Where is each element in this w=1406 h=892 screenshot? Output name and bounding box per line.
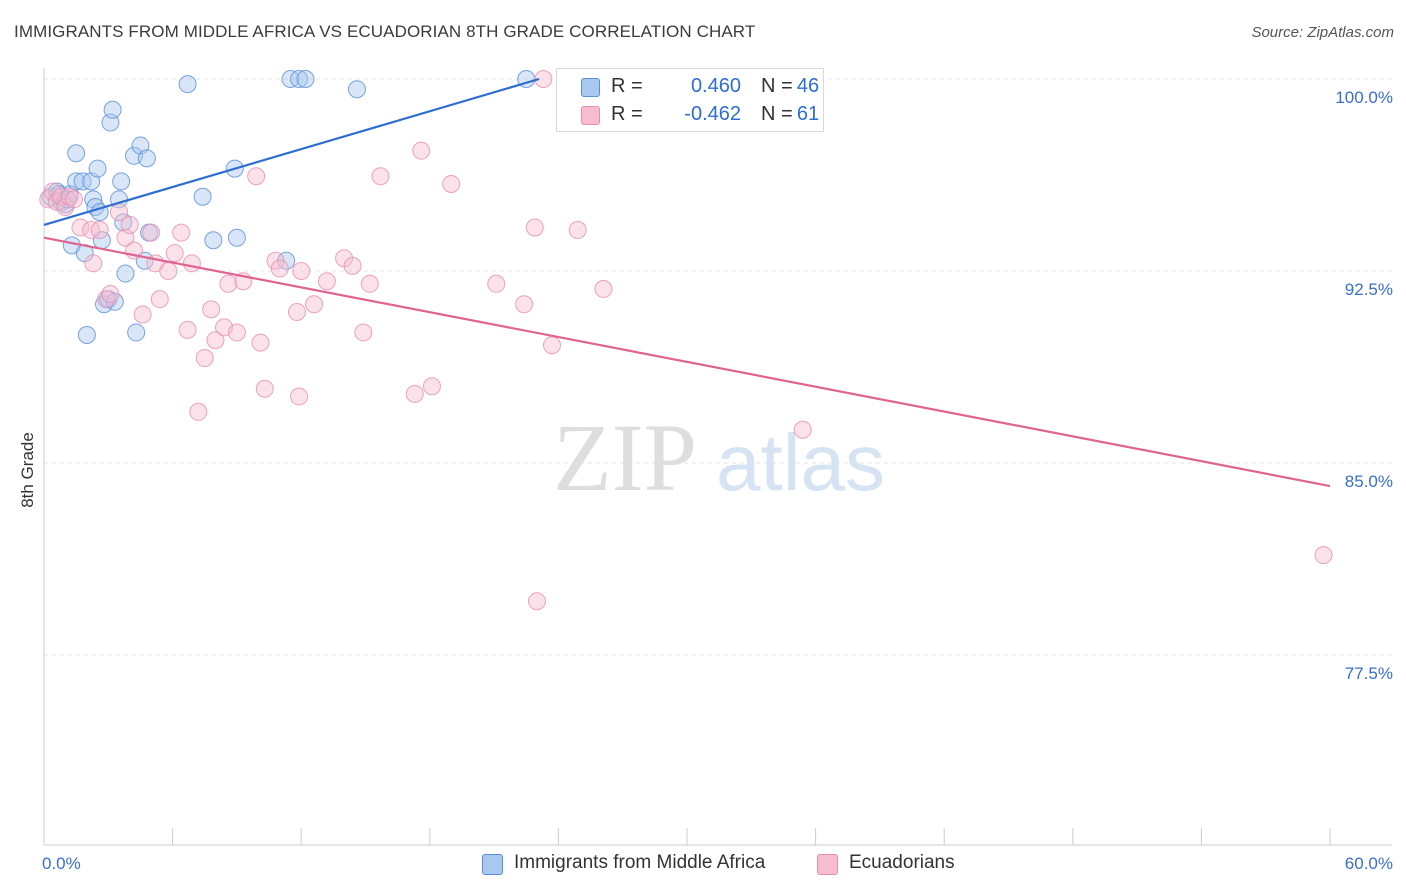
point-ecuadorians [442,174,461,193]
point-ecuadorians [292,262,311,280]
point-ecuadorians [354,323,373,342]
y-tick-label: 85.0% [1345,472,1393,491]
point-middle-africa [290,70,309,88]
point-ecuadorians [487,274,506,293]
legend-n-value: 46 [796,75,820,97]
point-ecuadorians [305,295,324,314]
watermark: ZIP atlas [553,404,885,511]
point-middle-africa [178,75,197,94]
point-middle-africa [347,80,366,99]
legend-r-value: 0.460 [690,75,741,97]
point-ecuadorians [317,272,336,291]
bottom-legend-label: Immigrants from Middle Africa [514,852,766,873]
point-ecuadorians [405,384,424,403]
point-ecuadorians [793,420,812,439]
point-middle-africa [204,231,223,250]
point-ecuadorians [270,259,289,278]
x-tick-label: 60.0% [1345,854,1393,873]
point-middle-africa [227,228,246,247]
trend-line-middle-africa [43,77,540,226]
legend-swatch-pink [581,106,600,125]
point-ecuadorians [287,302,306,321]
point-ecuadorians [568,221,587,240]
point-ecuadorians [525,218,544,237]
point-ecuadorians [202,300,221,319]
bottom-legend-swatch-pink [817,854,838,875]
legend-n-label: N = [761,75,793,97]
point-middle-africa [296,70,315,88]
point-ecuadorians [90,221,109,240]
point-ecuadorians [343,256,362,275]
point-ecuadorians [247,167,266,186]
point-middle-africa [137,149,156,168]
legend-swatch-blue [581,78,600,97]
point-ecuadorians [71,218,90,237]
point-ecuadorians [1314,546,1333,565]
stats-legend: R = 0.460 N = 46 R = -0.462 N = 61 [556,68,824,132]
trend-line-ecuadorians [43,236,1331,488]
point-ecuadorians [255,379,274,398]
legend-n-label: N = [761,103,793,125]
point-ecuadorians [133,305,152,324]
point-ecuadorians [84,254,103,273]
point-ecuadorians [165,244,184,263]
point-ecuadorians [101,285,120,304]
point-ecuadorians [371,167,390,186]
point-ecuadorians [182,254,201,273]
point-ecuadorians [172,223,191,242]
chart-title: IMMIGRANTS FROM MIDDLE AFRICA VS ECUADOR… [14,22,756,41]
point-ecuadorians [251,333,270,352]
y-axis-label: 8th Grade [18,432,37,508]
point-ecuadorians [227,323,246,342]
point-ecuadorians [150,290,169,309]
point-ecuadorians [527,592,546,611]
watermark-atlas: atlas [716,418,885,507]
watermark-zip: ZIP [553,404,697,511]
point-middle-africa [67,172,86,191]
source-label: Source: ZipAtlas.com [1251,24,1394,41]
legend-n-value: 61 [796,103,820,125]
point-ecuadorians [43,182,62,201]
point-ecuadorians [412,141,431,160]
point-ecuadorians [120,215,139,234]
point-ecuadorians [422,377,441,396]
y-tick-label: 92.5% [1345,280,1393,299]
point-middle-africa [193,187,212,206]
point-ecuadorians [159,262,178,280]
legend-r-label: R = [611,75,643,97]
point-ecuadorians [594,279,613,298]
point-middle-africa [127,323,146,342]
point-middle-africa [277,251,296,270]
point-ecuadorians [178,320,197,339]
point-ecuadorians [65,190,84,209]
point-middle-africa [103,100,122,119]
point-ecuadorians [206,331,225,350]
point-ecuadorians [290,387,309,406]
point-ecuadorians [542,336,561,355]
point-middle-africa [116,264,135,283]
point-middle-africa [67,144,86,163]
bottom-legend-label: Ecuadorians [849,852,955,873]
axis-labels: 8th Grade 100.0% 92.5% 85.0% 77.5% 0.0% 60.0% [18,88,1393,873]
point-middle-africa [112,172,131,191]
point-ecuadorians [534,70,553,88]
legend-r-value: -0.462 [684,103,741,125]
trend-lines [43,77,1331,488]
x-tick-label: 0.0% [42,854,81,873]
y-tick-label: 77.5% [1345,664,1393,683]
bottom-legend-swatch-blue [482,854,503,875]
legend-r-label: R = [611,103,643,125]
point-ecuadorians [195,349,214,368]
point-middle-africa [88,159,107,178]
point-ecuadorians [360,274,379,293]
y-tick-label: 100.0% [1335,88,1393,107]
point-ecuadorians [142,223,161,242]
point-ecuadorians [515,295,534,314]
point-middle-africa [77,326,96,344]
point-ecuadorians [219,274,238,293]
point-ecuadorians [189,402,208,421]
axes [43,68,1392,846]
data-points [39,70,1333,611]
